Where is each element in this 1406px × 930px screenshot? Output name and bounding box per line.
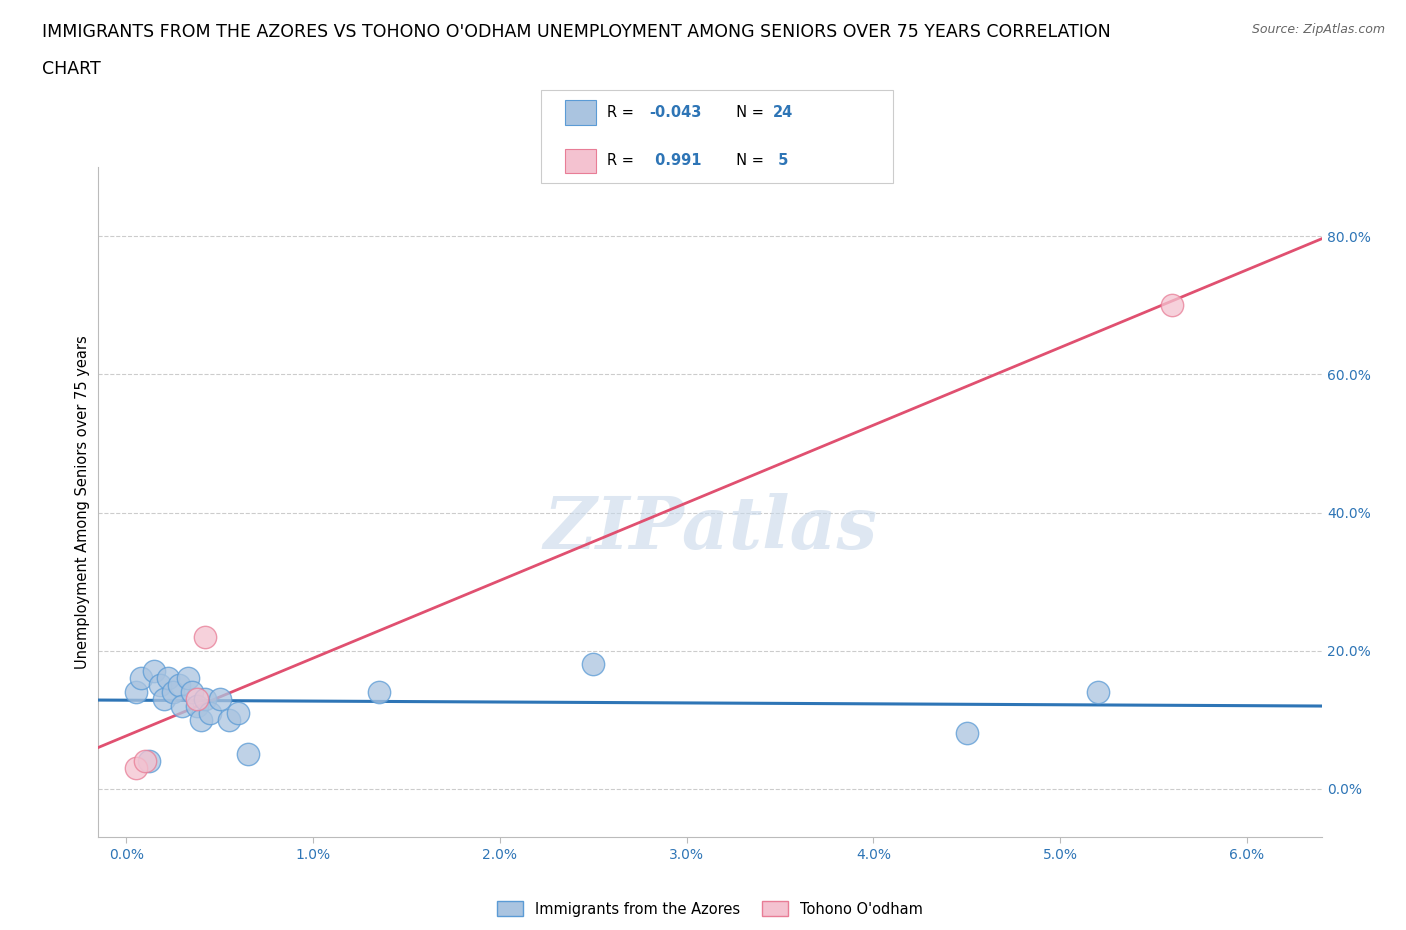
Point: [208, 692, 231, 707]
Point: [367, 684, 389, 699]
Text: -0.043: -0.043: [650, 105, 702, 120]
Point: [152, 692, 174, 707]
Point: [228, 705, 250, 720]
Point: [186, 692, 208, 707]
Text: CHART: CHART: [42, 60, 101, 78]
Point: [149, 678, 172, 693]
Point: [180, 684, 202, 699]
Legend: Immigrants from the Azores, Tohono O'odham: Immigrants from the Azores, Tohono O'odh…: [498, 901, 922, 917]
Point: [1087, 684, 1109, 699]
Text: 24: 24: [773, 105, 793, 120]
Text: Source: ZipAtlas.com: Source: ZipAtlas.com: [1251, 23, 1385, 36]
Point: [200, 705, 222, 720]
Point: [582, 657, 605, 671]
Point: [177, 671, 200, 685]
Point: [186, 698, 208, 713]
Point: [131, 671, 153, 685]
Point: [236, 747, 259, 762]
Text: 0.991: 0.991: [650, 153, 702, 168]
Point: [125, 761, 148, 776]
Point: [956, 726, 979, 741]
Text: R =: R =: [607, 153, 638, 168]
Point: [156, 671, 179, 685]
Y-axis label: Unemployment Among Seniors over 75 years: Unemployment Among Seniors over 75 years: [75, 336, 90, 669]
Point: [167, 678, 190, 693]
Text: ZIPatlas: ZIPatlas: [543, 494, 877, 565]
Point: [134, 753, 156, 768]
Point: [1161, 298, 1184, 312]
Point: [172, 698, 194, 713]
Text: IMMIGRANTS FROM THE AZORES VS TOHONO O'ODHAM UNEMPLOYMENT AMONG SENIORS OVER 75 : IMMIGRANTS FROM THE AZORES VS TOHONO O'O…: [42, 23, 1111, 41]
Point: [194, 630, 217, 644]
Point: [162, 684, 184, 699]
Text: N =: N =: [727, 153, 769, 168]
Text: R =: R =: [607, 105, 638, 120]
Point: [218, 712, 240, 727]
Point: [138, 753, 160, 768]
Point: [194, 692, 217, 707]
Point: [125, 684, 148, 699]
Point: [190, 712, 212, 727]
Point: [143, 664, 166, 679]
Text: N =: N =: [727, 105, 769, 120]
Text: 5: 5: [773, 153, 789, 168]
